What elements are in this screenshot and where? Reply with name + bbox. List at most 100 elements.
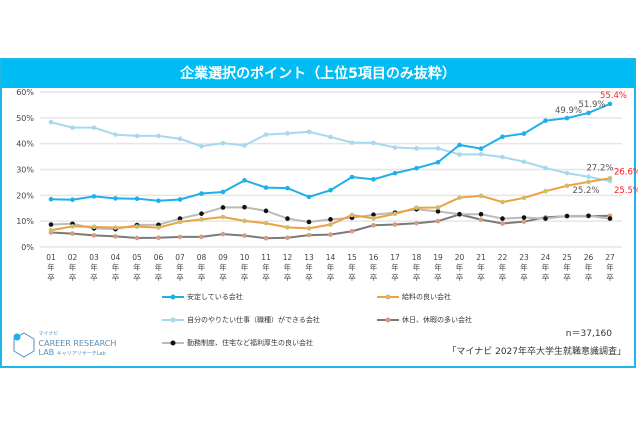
data-point [91,194,97,199]
data-point [478,217,484,222]
data-point [156,133,161,139]
data-point [435,146,441,151]
data-point [521,219,527,224]
x-tick-label: 27 年卒 [605,253,615,282]
data-point [220,231,226,237]
data-point [586,174,591,180]
data-point [371,177,376,182]
data-point [177,136,183,142]
data-point [500,199,505,205]
data-point [414,205,419,211]
data-point [349,228,355,234]
data-point [242,204,247,210]
source-note: 「マイナビ 2027年卒大学生就職意識調査」 [447,347,626,357]
data-point [156,225,161,230]
data-point [371,216,376,221]
chart-frame: 企業選択のポイント（上位5項目のみ抜粋） 0% 10% 20% 30% 40% 50% 60… [0,58,638,368]
data-point [543,165,548,171]
data-point [371,212,376,218]
data-point [113,132,118,137]
chart-title: 企業選択のポイント（上位5項目のみ抜粋） [2,60,634,88]
data-point [242,178,247,183]
y-tick-label: 60% [16,88,34,97]
x-tick-label: 01 年卒 [46,253,56,282]
data-point [285,235,290,240]
data-point [521,131,527,136]
data-point [543,118,548,123]
data-point [134,224,140,229]
data-point [285,225,290,230]
x-tick-label: 22 年卒 [498,253,508,282]
x-tick-label: 25 年卒 [562,253,572,282]
data-point [285,185,290,191]
data-point [263,220,269,226]
data-point [70,197,75,203]
y-tick-label: 30% [16,166,34,175]
data-point [607,101,613,107]
data-point [500,221,505,226]
y-tick-label: 20% [16,191,34,200]
data-label: 49.9% [555,106,582,116]
data-point [263,235,269,241]
data-point [177,197,183,202]
data-point [306,232,312,238]
data-point [156,235,161,240]
data-point [586,179,591,185]
data-point [607,216,613,221]
data-point [113,225,118,230]
data-point [435,205,441,210]
data-point [457,152,462,157]
data-point [564,170,570,176]
data-point [285,131,290,136]
x-tick-label: 07 年卒 [175,253,185,282]
data-point [478,211,484,217]
data-point [521,195,527,201]
data-point [199,234,204,240]
data-point [328,187,333,193]
data-point [457,142,462,148]
data-point [328,232,333,237]
data-point [435,218,441,224]
data-point [478,146,484,151]
data-label: 25.5% [614,186,638,196]
x-tick-label: 02 年卒 [68,253,78,282]
data-point [564,183,570,189]
x-tick-label: 10 年卒 [240,253,250,282]
data-label: 55.4% [600,91,627,101]
data-point [285,216,290,221]
x-tick-label: 23 年卒 [519,253,529,282]
x-tick-label: 17 年卒 [390,253,400,282]
data-point [435,159,441,165]
data-point [414,220,419,226]
y-tick-label: 10% [16,217,34,226]
x-tick-label: 16 年卒 [369,253,379,282]
data-point [242,233,247,238]
x-tick-label: 04 年卒 [111,253,121,282]
data-point [349,174,355,180]
data-point [349,212,355,218]
data-point [500,134,505,139]
data-point [435,209,441,214]
data-point [48,196,54,202]
sample-size: n＝37,160 [565,329,612,339]
data-point [91,125,97,130]
data-point [392,170,398,176]
data-point [500,216,505,221]
data-point [177,234,183,240]
data-point [220,189,226,195]
data-point [306,219,312,225]
x-tick-label: 12 年卒 [283,253,293,282]
data-point [306,226,312,231]
x-tick-label: 08 年卒 [197,253,207,282]
data-point [543,216,548,221]
data-point [263,208,269,214]
x-tick-label: 24 年卒 [541,253,551,282]
data-point [392,145,398,150]
data-point [113,196,118,201]
data-point [457,211,462,217]
data-point [177,216,183,221]
data-label: 27.2% [587,164,614,174]
x-tick-label: 05 年卒 [132,253,142,282]
data-point [521,159,527,165]
data-point [113,234,118,239]
